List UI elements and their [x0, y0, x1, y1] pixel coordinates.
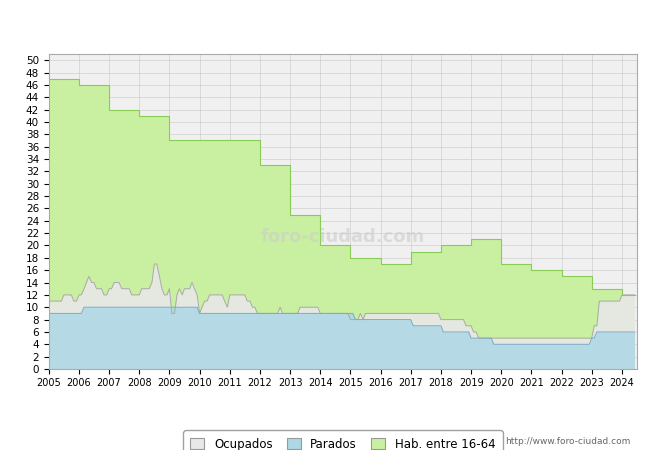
Text: San Millán de Yécora - Evolucion de la poblacion en edad de Trabajar Mayo de 202: San Millán de Yécora - Evolucion de la p…: [19, 14, 631, 29]
Legend: Ocupados, Parados, Hab. entre 16-64: Ocupados, Parados, Hab. entre 16-64: [183, 431, 502, 450]
Text: http://www.foro-ciudad.com: http://www.foro-ciudad.com: [505, 436, 630, 446]
Text: foro-ciudad.com: foro-ciudad.com: [261, 228, 425, 246]
